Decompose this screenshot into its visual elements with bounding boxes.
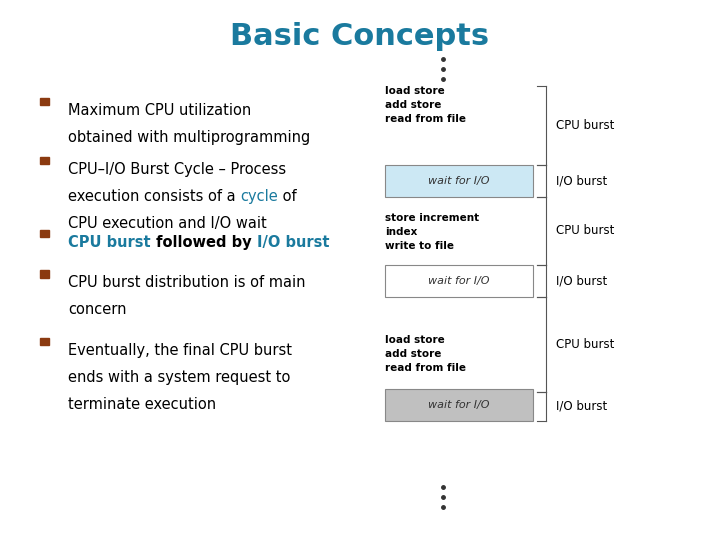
- Text: wait for I/O: wait for I/O: [428, 400, 490, 410]
- Text: I/O burst: I/O burst: [556, 274, 607, 287]
- Text: ends with a system request to: ends with a system request to: [68, 370, 291, 385]
- Text: cycle: cycle: [240, 189, 279, 204]
- Text: execution consists of a: execution consists of a: [68, 189, 240, 204]
- Text: CPU burst: CPU burst: [556, 119, 614, 132]
- Bar: [40, 98, 49, 105]
- Text: terminate execution: terminate execution: [68, 397, 217, 412]
- Text: I/O burst: I/O burst: [556, 400, 607, 413]
- Text: of: of: [279, 189, 297, 204]
- Text: Basic Concepts: Basic Concepts: [230, 22, 490, 51]
- Text: CPU burst: CPU burst: [556, 224, 614, 238]
- Text: CPU–I/O Burst Cycle – Process: CPU–I/O Burst Cycle – Process: [68, 162, 287, 177]
- Text: followed by: followed by: [151, 235, 257, 250]
- Text: CPU burst: CPU burst: [556, 338, 614, 351]
- Text: obtained with multiprogramming: obtained with multiprogramming: [68, 130, 310, 145]
- Text: store increment
index
write to file: store increment index write to file: [385, 213, 480, 251]
- Text: CPU execution and I/O wait: CPU execution and I/O wait: [68, 216, 267, 231]
- FancyBboxPatch shape: [385, 389, 533, 421]
- Text: load store
add store
read from file: load store add store read from file: [385, 86, 467, 124]
- Bar: [40, 338, 49, 345]
- Text: load store
add store
read from file: load store add store read from file: [385, 335, 467, 373]
- Text: wait for I/O: wait for I/O: [428, 276, 490, 286]
- Bar: [40, 157, 49, 164]
- Text: CPU burst: CPU burst: [68, 235, 151, 250]
- Text: wait for I/O: wait for I/O: [428, 176, 490, 186]
- Text: I/O burst: I/O burst: [556, 174, 607, 187]
- FancyBboxPatch shape: [385, 165, 533, 197]
- Bar: [40, 271, 49, 278]
- Text: I/O burst: I/O burst: [257, 235, 329, 250]
- FancyBboxPatch shape: [385, 265, 533, 297]
- Text: Maximum CPU utilization: Maximum CPU utilization: [68, 103, 252, 118]
- Text: concern: concern: [68, 302, 127, 318]
- Text: Eventually, the final CPU burst: Eventually, the final CPU burst: [68, 343, 292, 358]
- Text: CPU burst distribution is of main: CPU burst distribution is of main: [68, 275, 306, 291]
- Bar: [40, 230, 49, 237]
